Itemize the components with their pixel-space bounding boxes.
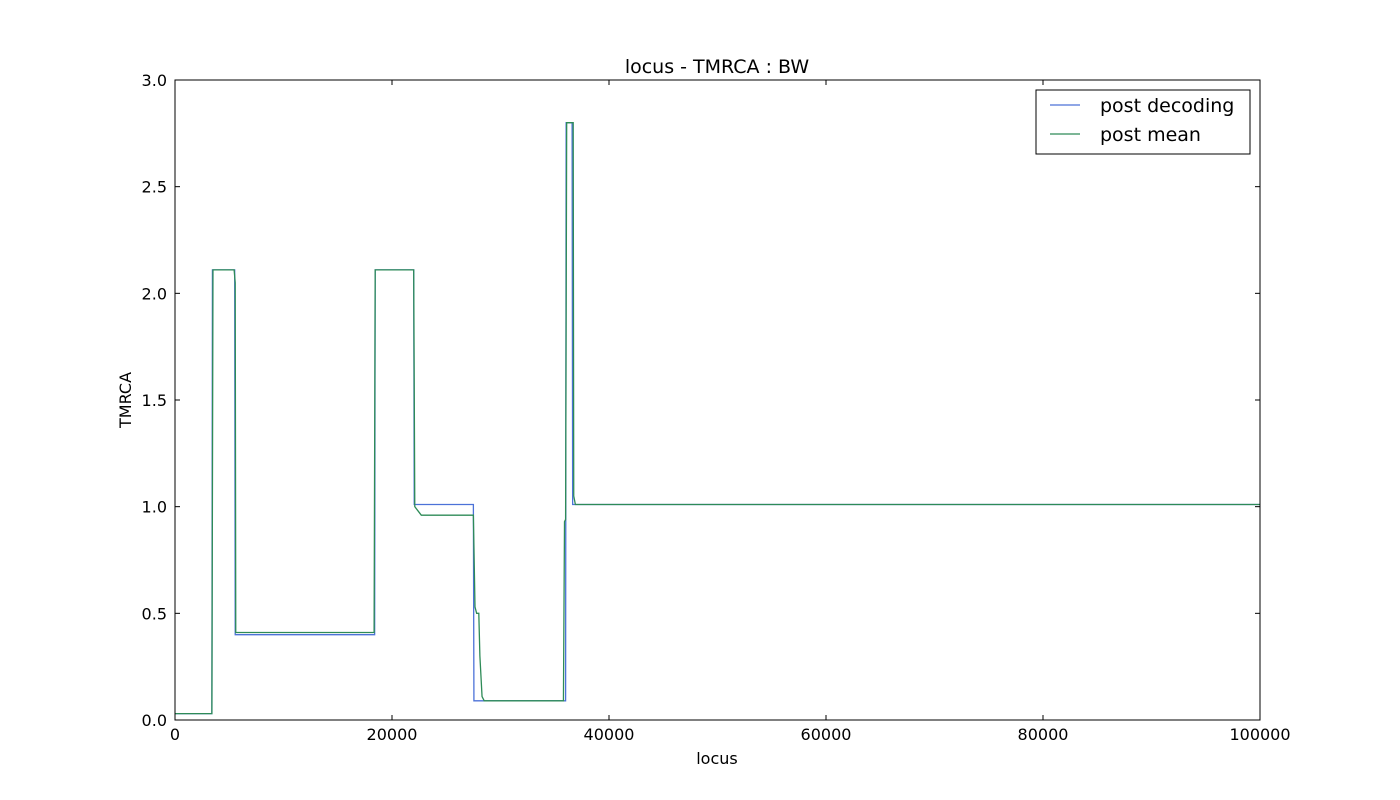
x-tick-label: 80000 [1018,725,1069,744]
ticks-layer: 0 20000 40000 60000 80000 100000 0.0 0.5 1.0 1.5 2… [142,71,1291,744]
y-tick-label: 0.0 [142,711,167,730]
y-axis-label: TMRCA [116,372,135,429]
legend-box [1035,89,1251,155]
legend: post decoding post mean [1035,89,1251,155]
x-tick-label: 0 [170,725,180,744]
legend-label-post-decoding: post decoding [1100,95,1234,117]
chart-title: locus - TMRCA : BW [625,56,810,78]
series-layer [175,122,1260,715]
y-tick-label: 1.0 [142,498,167,517]
x-tick-label: 100000 [1229,725,1290,744]
y-tick-label: 3.0 [142,71,167,90]
y-tick-label: 0.5 [142,604,167,623]
plot-frame [174,79,1261,721]
y-tick-label: 2.0 [142,284,167,303]
series-line-post-decoding [175,122,1260,715]
legend-label-post-mean: post mean [1100,124,1201,146]
series-line-post-mean [175,122,1260,715]
x-axis-label: locus [696,749,738,768]
x-tick-label: 20000 [367,725,418,744]
y-tick-label: 1.5 [142,391,167,410]
x-tick-label: 60000 [801,725,852,744]
y-tick-label: 2.5 [142,178,167,197]
x-tick-label: 40000 [584,725,635,744]
